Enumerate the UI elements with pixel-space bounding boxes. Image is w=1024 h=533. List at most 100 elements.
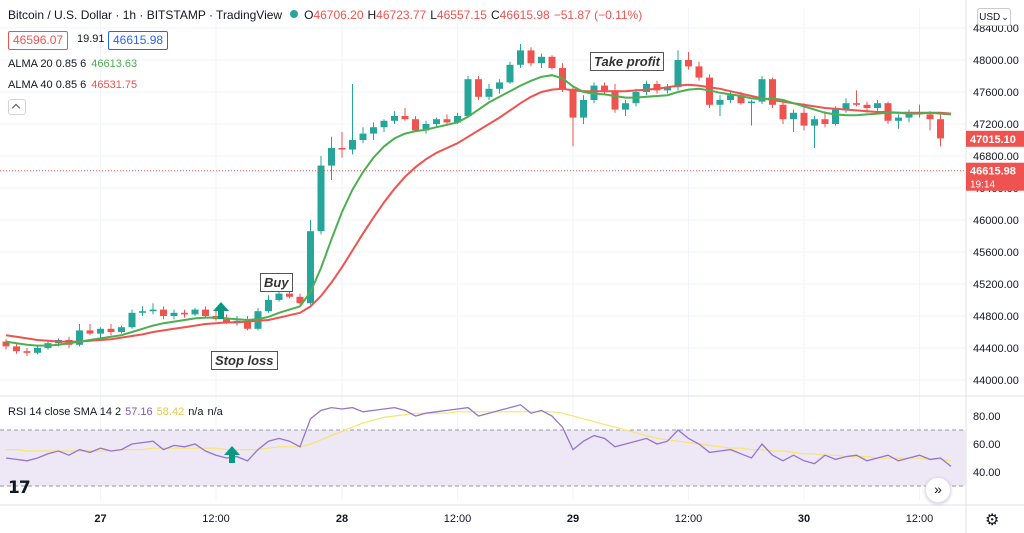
rsi-tick-label: 80.00 — [973, 411, 1001, 423]
market-status-icon — [290, 10, 299, 18]
candle-body — [13, 346, 20, 352]
stop-loss-annotation: Stop loss — [211, 351, 278, 370]
change-value: −51.87 (−0.11%) — [553, 8, 643, 22]
rsi-label: RSI 14 close SMA 14 2 — [8, 406, 122, 418]
take-profit-annotation: Take profit — [590, 52, 664, 71]
rsi-buy-arrow-icon — [224, 446, 240, 463]
candle-body — [569, 88, 577, 118]
candle-body — [296, 296, 304, 304]
rsi-sma-value: 58.42 — [156, 406, 185, 418]
tradingview-logo: 17 — [8, 478, 31, 498]
candle-body — [359, 133, 367, 140]
rsi-value: 57.16 — [125, 406, 153, 418]
price-tick-label: 45600.00 — [973, 247, 1019, 259]
candle-body — [737, 95, 745, 104]
candle-body — [653, 84, 661, 91]
candle-body — [748, 101, 755, 104]
price-tick-label: 44400.00 — [973, 343, 1019, 355]
candle-body — [97, 328, 104, 334]
low-value: 46557.15 — [436, 8, 487, 22]
indicator-alma20[interactable]: ALMA 20 0.85 6 46613.63 — [8, 58, 137, 70]
price-tick-label: 44000.00 — [973, 375, 1019, 387]
rsi-line — [5, 404, 952, 467]
candle-body — [223, 319, 230, 323]
candle-body — [380, 120, 388, 128]
price-tick-label: 45200.00 — [973, 279, 1019, 291]
candle-body — [149, 309, 157, 312]
rsi-tick-label: 40.00 — [973, 467, 1001, 479]
candle-body — [538, 56, 545, 64]
symbol-header: Bitcoin / U.S. Dollar · 1h · BITSTAMP · … — [8, 8, 646, 22]
price-tick-label: 48400.00 — [973, 23, 1019, 35]
scroll-to-realtime-button[interactable]: » — [925, 477, 951, 503]
candle-body — [674, 60, 682, 88]
time-tick-label: 27 — [94, 513, 106, 525]
candle-body — [685, 60, 692, 67]
candle-body — [128, 312, 136, 328]
candle-body — [821, 119, 829, 124]
candle-body — [401, 116, 409, 120]
candle-body — [716, 100, 724, 105]
candle-body — [328, 148, 335, 166]
indicator-alma40-value: 46531.75 — [91, 79, 138, 91]
candle-body — [349, 140, 356, 150]
last-price-tag-text: 46615.98 — [970, 166, 1016, 178]
candle-body — [422, 124, 430, 131]
candle-body — [412, 119, 419, 131]
candle-body — [611, 90, 619, 110]
candle-body — [118, 327, 125, 332]
ask-price-box[interactable]: 46615.98 — [108, 31, 169, 50]
open-key: O — [304, 8, 314, 22]
candle-body — [601, 85, 608, 91]
candle-body — [779, 104, 787, 120]
rsi-sma-line — [6, 411, 952, 462]
time-tick-label: 29 — [567, 513, 579, 525]
gear-icon[interactable]: ⚙ — [985, 512, 1000, 529]
time-tick-label: 12:00 — [444, 513, 472, 525]
bid-price-box[interactable]: 46596.07 — [8, 31, 69, 50]
indicator-alma20-value: 46613.63 — [91, 58, 138, 70]
candle-body — [811, 119, 818, 126]
candle-body — [853, 103, 860, 105]
rsi-legend[interactable]: RSI 14 close SMA 14 2 57.16 58.42 n/a n/a — [8, 406, 223, 418]
candle-body — [275, 293, 283, 300]
candle-body — [433, 119, 440, 124]
countdown-text: 19:14 — [970, 180, 995, 191]
time-tick-label: 12:00 — [675, 513, 703, 525]
indicator-alma20-label: ALMA 20 0.85 6 — [8, 58, 87, 70]
candle-body — [23, 351, 31, 353]
candle-body — [926, 114, 934, 120]
price-tick-label: 47200.00 — [973, 119, 1019, 131]
price-tick-label: 46000.00 — [973, 215, 1019, 227]
open-value: 46706.20 — [313, 8, 364, 22]
candle-body — [443, 119, 451, 123]
candle-body — [548, 56, 556, 68]
candle-body — [181, 312, 188, 315]
candle-body — [2, 341, 10, 347]
currency-button[interactable]: USD — [977, 8, 1011, 26]
candle-body — [800, 112, 808, 126]
candle-body — [107, 328, 115, 332]
rsi-band — [0, 430, 966, 486]
candle-body — [496, 82, 503, 89]
buy-arrow-icon — [213, 302, 229, 319]
time-tick-label: 12:00 — [906, 513, 934, 525]
collapse-legend-button[interactable] — [8, 99, 26, 115]
indicator-alma40-label: ALMA 40 0.85 6 — [8, 79, 87, 91]
spread-value: 19.91 — [77, 33, 105, 45]
candle-body — [758, 79, 766, 102]
rsi-na-2: n/a — [207, 406, 223, 418]
time-tick-label: 12:00 — [202, 513, 230, 525]
buy-annotation: Buy — [260, 273, 293, 292]
candle-body — [863, 104, 871, 108]
candle-body — [895, 117, 902, 121]
candle-body — [139, 311, 146, 313]
price-tick-label: 48000.00 — [973, 55, 1019, 67]
candle-body — [391, 116, 398, 121]
high-key: H — [367, 8, 377, 22]
candle-body — [475, 79, 482, 97]
indicator-alma40[interactable]: ALMA 40 0.85 6 46531.75 — [8, 79, 137, 91]
close-key: C — [490, 8, 500, 22]
symbol-title: Bitcoin / U.S. Dollar · 1h · BITSTAMP · … — [8, 8, 283, 22]
